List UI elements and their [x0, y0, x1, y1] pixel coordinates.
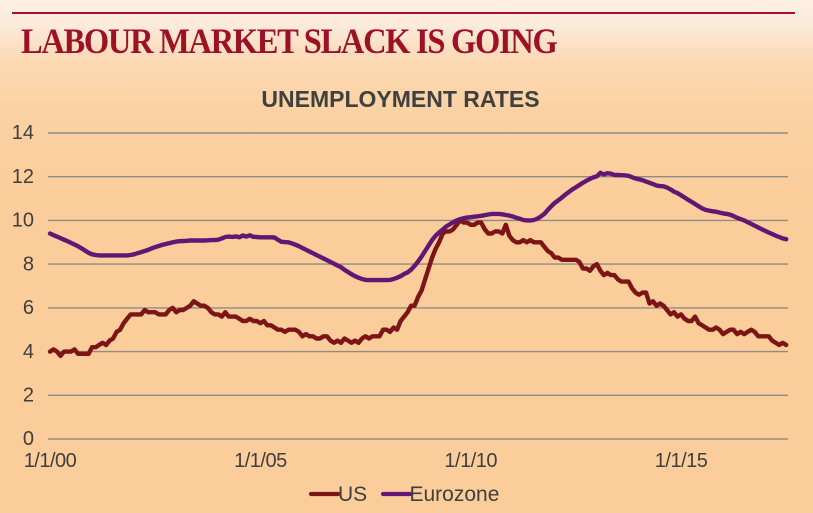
svg-text:6: 6: [23, 297, 34, 319]
svg-text:1/1/10: 1/1/10: [444, 450, 497, 472]
svg-text:Eurozone: Eurozone: [410, 483, 500, 506]
svg-text:2: 2: [23, 385, 34, 407]
svg-text:4: 4: [23, 341, 34, 363]
svg-text:US: US: [338, 483, 367, 506]
svg-text:1/1/00: 1/1/00: [24, 450, 77, 472]
svg-text:14: 14: [12, 122, 34, 144]
svg-text:1/1/05: 1/1/05: [234, 450, 287, 472]
svg-text:1/1/15: 1/1/15: [655, 450, 708, 472]
svg-text:10: 10: [12, 210, 34, 232]
svg-text:0: 0: [23, 428, 34, 450]
svg-text:12: 12: [12, 166, 34, 188]
svg-text:8: 8: [23, 253, 34, 275]
